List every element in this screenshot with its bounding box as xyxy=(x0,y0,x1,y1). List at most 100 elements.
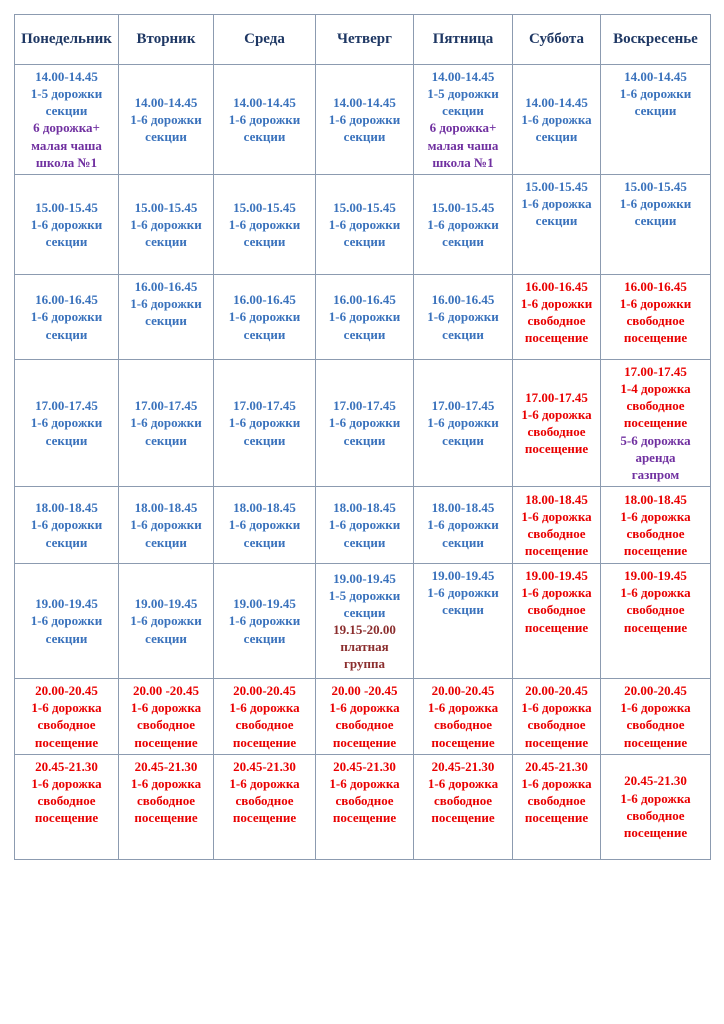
schedule-cell-line: 1-5 дорожки xyxy=(30,86,103,102)
schedule-cell-line: 20.45-21.30 xyxy=(333,758,396,774)
schedule-cell-line: свободное xyxy=(235,717,294,733)
schedule-cell: 16.00-16.45 1-6 дорожки секции xyxy=(413,273,513,360)
schedule-cell-line: секции xyxy=(45,234,88,250)
schedule-cell-line: 14.00-14.45 xyxy=(333,94,396,110)
schedule-cell-line: секции xyxy=(243,630,286,646)
schedule-cell: 17.00-17.45 1-6 дорожки секции xyxy=(413,358,513,488)
schedule-cell-line: 20.45-21.30 xyxy=(35,758,98,774)
schedule-cell-line: 17.00-17.45 xyxy=(134,398,198,414)
schedule-cell-line: малая чаша xyxy=(427,137,499,153)
schedule-cell-line: 1-6 дорожка xyxy=(521,775,592,791)
schedule-cell-line: секции xyxy=(343,234,386,250)
schedule-cell-line: посещение xyxy=(34,810,99,826)
schedule-cell-line: секции xyxy=(45,534,88,550)
schedule-cell: 15.00-15.45 1-6 дорожки секции xyxy=(413,173,513,275)
schedule-cell-line: посещение xyxy=(524,330,589,346)
schedule-cell: 20.45-21.30 1-6 дорожка свободное посещение xyxy=(512,753,601,860)
schedule-cell-line: секции xyxy=(45,326,88,342)
schedule-cell-line: 1-6 дорожка xyxy=(427,700,499,716)
schedule-cell-line: посещение xyxy=(524,543,589,559)
schedule-cell-line: 1-6 дорожки xyxy=(328,517,401,533)
schedule-cell-line: 1-6 дорожки xyxy=(228,517,301,533)
schedule-cell-line: свободное xyxy=(434,792,492,808)
schedule-cell-line: 19.00-19.45 xyxy=(134,596,198,612)
schedule-cell-line: 1-6 дорожки xyxy=(328,309,401,325)
schedule-cell-line: секции xyxy=(442,234,484,250)
schedule-row: 19.00-19.45 1-6 дорожки секции 19.00-19.45 1… xyxy=(14,563,711,680)
schedule-cell-line: 14.00-14.45 xyxy=(431,69,495,84)
schedule-cell-line: 14.00-14.45 xyxy=(35,69,98,84)
schedule-cell-line: посещение xyxy=(332,810,397,826)
schedule-cell: 16.00-16.45 1-6 дорожки свободное посещение xyxy=(512,273,601,360)
schedule-cell-line: свободное xyxy=(626,717,685,733)
schedule-cell-line: посещение xyxy=(431,734,495,750)
schedule-cell-line: 1-6 дорожки xyxy=(619,86,692,102)
schedule-cell-line: секции xyxy=(343,129,386,145)
schedule-cell-line: секции xyxy=(45,432,88,448)
schedule-cell-line: 1-6 дорожки xyxy=(328,216,401,232)
schedule-cell-line: секции xyxy=(45,630,88,646)
schedule-cell-line: 17.00-17.45 xyxy=(35,398,98,414)
schedule-cell-line: 16.00-16.45 xyxy=(624,278,687,294)
day-header: Пятница xyxy=(413,14,513,65)
schedule-cell-line: 1-6 дорожка xyxy=(229,775,300,791)
schedule-cell-line: свободное xyxy=(626,398,685,414)
schedule-cell: 15.00-15.45 1-6 дорожки секции xyxy=(600,173,711,275)
schedule-cell-line: 1-6 дорожки xyxy=(427,309,499,325)
schedule-cell-line: свободное xyxy=(434,717,492,733)
schedule-cell: 20.45-21.30 1-6 дорожка свободное посещение xyxy=(413,753,513,860)
schedule-cell: 19.00-19.45 1-6 дорожки секции xyxy=(118,563,214,680)
schedule-cell: 20.00-20.45 1-6 дорожка свободное посещение xyxy=(413,678,513,755)
schedule-cell-line: секции xyxy=(343,534,386,550)
schedule-cell-line: посещение xyxy=(524,619,589,635)
schedule-cell: 14.00-14.45 1-6 дорожки секции xyxy=(600,64,711,175)
schedule-cell-line: 1-6 дорожки xyxy=(228,216,301,232)
schedule-cell-line: свободное xyxy=(335,717,394,733)
schedule-cell-line: посещение xyxy=(524,441,589,457)
schedule-cell-line: 19.00-19.45 xyxy=(525,568,588,584)
schedule-cell-line: 1-6 дорожки xyxy=(30,309,103,325)
schedule-cell-line: 1-6 дорожки xyxy=(328,415,401,431)
schedule-cell-line: 1-6 дорожки xyxy=(130,216,202,232)
schedule-cell: 16.00-16.45 1-6 дорожки секции xyxy=(315,273,414,360)
schedule-cell: 19.00-19.45 1-6 дорожка свободное посещение xyxy=(600,563,711,680)
schedule-cell: 20.00-20.45 1-6 дорожка свободное посещение xyxy=(600,678,711,755)
schedule-cell-line: посещение xyxy=(623,330,688,346)
schedule-cell-line: 1-6 дорожки xyxy=(427,585,499,601)
schedule-cell-line: 5-6 дорожка xyxy=(620,432,691,448)
schedule-row: 20.00-20.45 1-6 дорожка свободное посещение… xyxy=(14,678,711,755)
schedule-cell-line: секции xyxy=(243,326,286,342)
schedule-cell-line: 1-6 дорожки xyxy=(30,216,103,232)
schedule-cell-line: секции xyxy=(243,129,286,145)
schedule-cell-line: посещение xyxy=(623,734,688,750)
schedule-cell-line: 16.00-16.45 xyxy=(35,292,98,308)
schedule-cell-line: 14.00-14.45 xyxy=(134,94,198,110)
schedule-row: 17.00-17.45 1-6 дорожки секции 17.00-17.45 1… xyxy=(14,358,711,488)
schedule-cell-line: 1-6 дорожки xyxy=(228,613,301,629)
schedule-cell-line: 1-6 дорожки xyxy=(228,415,301,431)
schedule-cell: 20.45-21.30 1-6 дорожка свободное посещение xyxy=(213,753,316,860)
schedule-cell-line: свободное xyxy=(527,602,586,618)
schedule-cell-line: 1-6 дорожки xyxy=(130,613,202,629)
schedule-cell-line: свободное xyxy=(626,526,685,542)
schedule-cell-line: 1-6 дорожка xyxy=(620,700,691,716)
schedule-cell-line: 15.00-15.45 xyxy=(431,199,495,215)
schedule-cell-line: посещение xyxy=(524,734,589,750)
schedule-cell-line: 14.00-14.45 xyxy=(624,69,687,84)
schedule-cell-line: посещение xyxy=(134,734,198,750)
schedule-cell-line: 20.45-21.30 xyxy=(525,758,588,774)
schedule-cell-line: 1-6 дорожка xyxy=(620,585,691,601)
schedule-cell-line: секции xyxy=(243,432,286,448)
schedule-cell: 18.00-18.45 1-6 дорожки секции xyxy=(315,486,414,565)
schedule-cell: 18.00-18.45 1-6 дорожки секции xyxy=(413,486,513,565)
schedule-row: 15.00-15.45 1-6 дорожки секции 15.00-15.45 1… xyxy=(14,173,711,275)
schedule-cell-line: секции xyxy=(145,432,187,448)
schedule-cell-line: 20.00-20.45 xyxy=(431,683,495,699)
schedule-cell: 19.00-19.45 1-6 дорожки секции xyxy=(213,563,316,680)
schedule-cell-line: 18.00-18.45 xyxy=(525,491,588,507)
schedule-cell-line: группа xyxy=(344,656,385,672)
schedule-cell-line: 14.00-14.45 xyxy=(233,94,296,110)
schedule-cell-line: секции xyxy=(145,129,187,145)
schedule-cell-line: посещение xyxy=(623,543,688,559)
schedule-cell-line: секции xyxy=(442,432,484,448)
